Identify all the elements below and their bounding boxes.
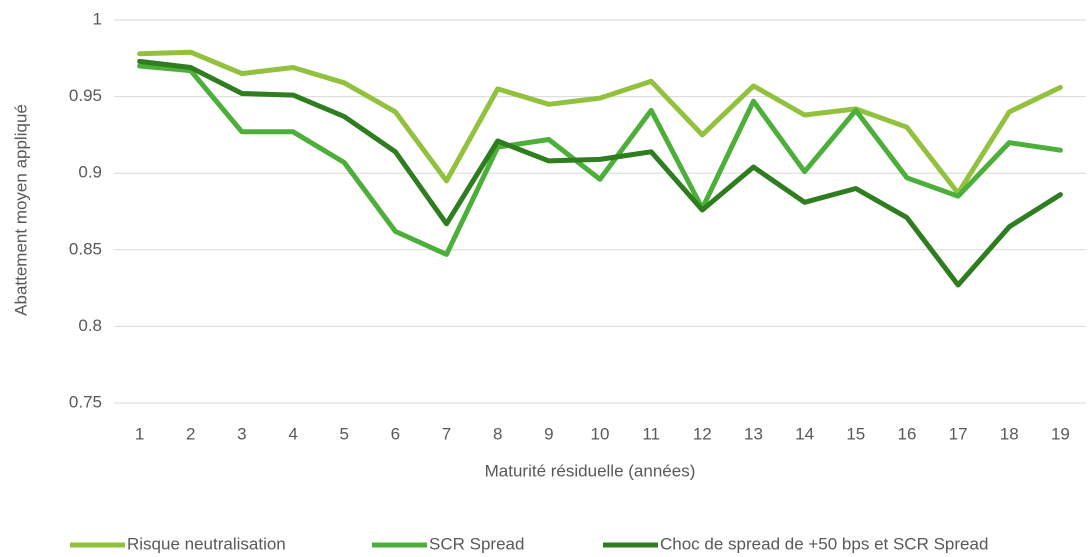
data-line [137, 63, 1063, 257]
legend-label: SCR Spread [429, 534, 524, 553]
x-tick-label: 11 [642, 424, 660, 443]
legend-label: Choc de spread de +50 bps et SCR Spread [660, 534, 988, 553]
x-tick-label: 9 [544, 424, 553, 443]
y-tick-label: 0.75 [69, 392, 102, 411]
x-tick-label: 19 [1051, 424, 1070, 443]
x-tick-label: 15 [846, 424, 865, 443]
data-line [137, 58, 1063, 288]
x-tick-label: 1 [135, 424, 144, 443]
x-tick-label: 3 [237, 424, 246, 443]
x-tick-label: 13 [744, 424, 763, 443]
x-axis-title: Maturité résiduelle (années) [485, 461, 696, 480]
x-tick-label: 2 [186, 424, 195, 443]
x-tick-label: 18 [1000, 424, 1019, 443]
legend-label: Risque neutralisation [127, 534, 286, 553]
y-tick-label: 1 [93, 9, 102, 28]
x-tick-label: 10 [591, 424, 610, 443]
x-tick-label: 17 [949, 424, 968, 443]
x-tick-label: 6 [391, 424, 400, 443]
y-tick-label: 0.95 [69, 86, 102, 105]
data-line [137, 49, 1063, 196]
y-tick-label: 0.85 [69, 239, 102, 258]
y-tick-label: 0.9 [78, 163, 102, 182]
x-tick-label: 5 [339, 424, 348, 443]
x-tick-label: 8 [493, 424, 502, 443]
y-axis-title: Abattement moyen appliqué [11, 104, 30, 316]
x-tick-label: 7 [442, 424, 451, 443]
x-tick-label: 14 [795, 424, 814, 443]
x-tick-label: 16 [897, 424, 916, 443]
x-tick-label: 4 [288, 424, 297, 443]
y-tick-label: 0.8 [78, 316, 102, 335]
x-tick-label: 12 [693, 424, 712, 443]
